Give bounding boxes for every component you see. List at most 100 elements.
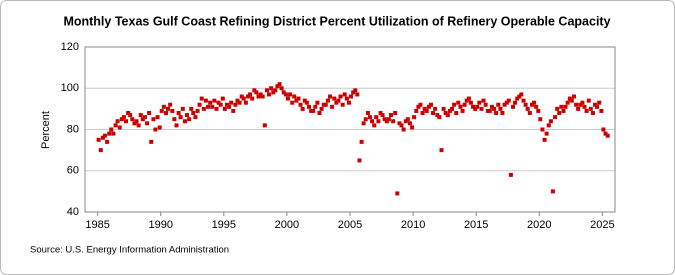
point <box>96 137 101 142</box>
point <box>445 113 450 118</box>
point <box>578 102 583 107</box>
point <box>306 104 311 109</box>
point <box>353 88 358 93</box>
point <box>140 117 145 122</box>
point <box>302 98 307 103</box>
point <box>574 102 579 107</box>
point <box>290 100 295 105</box>
point <box>250 96 255 101</box>
point <box>569 98 574 103</box>
point <box>142 115 147 120</box>
point <box>433 106 438 111</box>
point <box>553 115 558 120</box>
point <box>431 111 436 115</box>
point <box>489 104 494 109</box>
point <box>603 131 608 136</box>
point <box>481 98 486 103</box>
y-tick-label: 40 <box>67 206 79 218</box>
point <box>531 100 536 105</box>
point <box>349 94 354 99</box>
point <box>418 102 423 107</box>
point <box>391 119 396 124</box>
point <box>555 106 560 111</box>
point <box>529 102 534 107</box>
point <box>546 123 551 128</box>
point <box>513 100 518 105</box>
point <box>319 106 324 111</box>
point <box>212 98 217 103</box>
point <box>220 96 225 101</box>
point <box>254 90 259 95</box>
point <box>599 108 604 113</box>
point <box>269 86 274 91</box>
point <box>527 111 532 115</box>
point <box>454 111 459 115</box>
point <box>601 127 606 132</box>
point <box>483 102 488 107</box>
point <box>130 117 135 122</box>
point <box>540 127 545 132</box>
point <box>105 139 110 144</box>
point <box>542 137 547 142</box>
point <box>471 104 476 109</box>
point <box>473 106 478 111</box>
point <box>334 100 339 105</box>
point <box>117 125 122 130</box>
point <box>325 98 330 103</box>
point <box>496 102 501 107</box>
point <box>393 111 398 115</box>
point <box>414 108 419 113</box>
point <box>365 111 370 115</box>
point <box>224 102 229 107</box>
point <box>584 108 589 113</box>
point <box>275 84 280 89</box>
x-tick-label: 1995 <box>212 219 236 231</box>
point <box>550 189 555 194</box>
point <box>111 131 116 136</box>
point <box>424 108 429 113</box>
point <box>380 113 385 118</box>
point <box>281 90 286 95</box>
point <box>464 98 469 103</box>
point <box>197 102 202 107</box>
point <box>344 96 349 101</box>
point <box>258 92 263 97</box>
y-tick-label: 100 <box>61 82 79 94</box>
point <box>485 108 490 113</box>
point <box>559 104 564 109</box>
point <box>378 111 383 115</box>
point <box>273 88 278 93</box>
point <box>134 119 139 124</box>
point <box>443 111 448 115</box>
point <box>536 108 541 113</box>
point <box>176 111 181 115</box>
point <box>124 119 129 124</box>
point <box>439 148 444 153</box>
point <box>128 113 133 118</box>
point <box>374 115 379 120</box>
source: Source: U.S. Energy Information Administ… <box>30 245 229 256</box>
point <box>178 115 183 120</box>
point <box>119 117 124 122</box>
point <box>292 94 297 99</box>
point <box>449 106 454 111</box>
point <box>317 111 322 115</box>
point <box>447 108 452 113</box>
point <box>266 92 271 97</box>
point <box>100 135 105 140</box>
point <box>386 117 391 122</box>
point <box>222 106 227 111</box>
point <box>235 98 240 103</box>
point <box>191 111 196 115</box>
point <box>399 123 404 128</box>
point <box>534 104 539 109</box>
point <box>361 121 366 126</box>
x-tick-label: 2000 <box>275 219 299 231</box>
point <box>174 123 179 128</box>
point <box>239 94 244 99</box>
y-tick-label: 120 <box>61 41 79 53</box>
point <box>492 106 497 111</box>
point <box>576 106 581 111</box>
point <box>159 108 164 113</box>
x-tick-label: 1990 <box>148 219 172 231</box>
